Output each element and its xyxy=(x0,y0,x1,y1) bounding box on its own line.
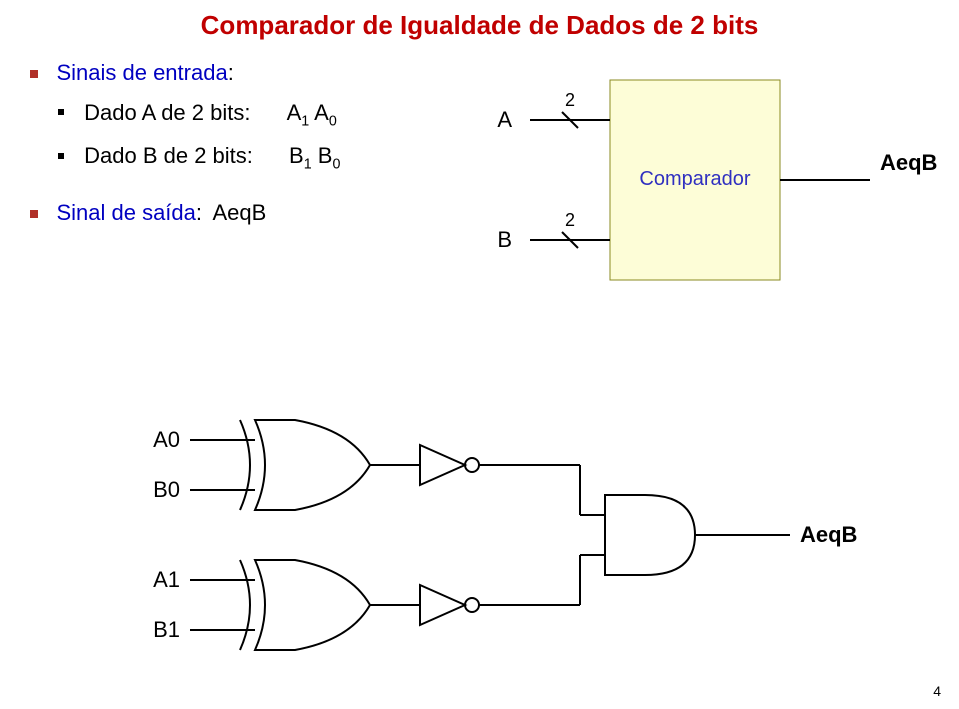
output-aeqb-label: AeqB xyxy=(880,150,937,175)
signal-label-a1: A1 xyxy=(153,567,180,592)
gate-circuit-svg: A0 B0 A1 B1 AeqB xyxy=(120,400,870,680)
xor-gate-icon xyxy=(255,420,370,510)
xor-gate-icon xyxy=(255,560,370,650)
inputs-paragraph: Sinais de entrada: Dado A de 2 bits: A1 … xyxy=(30,60,369,173)
inputs-heading: Sinais de entrada: xyxy=(30,60,369,86)
gate-circuit: A0 B0 A1 B1 AeqB xyxy=(120,400,870,680)
xor-backarc-icon xyxy=(240,420,250,510)
dado-a-line: Dado A de 2 bits: A1 A0 xyxy=(58,100,369,129)
dado-b-line: Dado B de 2 bits: B1 B0 xyxy=(58,143,369,172)
comparator-box-label: Comparador xyxy=(639,168,751,190)
signal-label-b0: B0 xyxy=(153,477,180,502)
dado-a-value: A1 A0 xyxy=(287,100,367,129)
output-heading: Sinal de saída: AeqB xyxy=(30,200,266,226)
block-diagram: Comparador 2 A 2 B AeqB xyxy=(450,60,950,300)
input-a-label: A xyxy=(497,107,512,132)
bullet-icon xyxy=(30,210,38,218)
output-heading-label: Sinal de saída xyxy=(56,200,195,225)
xor-backarc-icon xyxy=(240,560,250,650)
output-paragraph: Sinal de saída: AeqB xyxy=(30,200,266,226)
input-b-label: B xyxy=(497,227,512,252)
colon: : xyxy=(228,60,234,85)
page-number: 4 xyxy=(933,683,941,699)
page-title: Comparador de Igualdade de Dados de 2 bi… xyxy=(0,10,959,41)
bullet-icon xyxy=(58,153,64,159)
signal-label-aeqb: AeqB xyxy=(800,522,857,547)
colon: : xyxy=(196,200,202,225)
bullet-icon xyxy=(30,70,38,78)
inputs-heading-label: Sinais de entrada xyxy=(56,60,227,85)
and-gate-icon xyxy=(605,495,695,575)
signal-label-b1: B1 xyxy=(153,617,180,642)
bullet-icon xyxy=(58,109,64,115)
signal-label-a0: A0 xyxy=(153,427,180,452)
block-diagram-svg: Comparador 2 A 2 B AeqB xyxy=(450,60,950,300)
output-value: AeqB xyxy=(212,200,266,225)
bus-width-b: 2 xyxy=(565,210,575,230)
dado-b-value: B1 B0 xyxy=(289,143,369,172)
not-gate-icon xyxy=(420,445,465,485)
dado-a-label: Dado A de 2 bits: xyxy=(84,100,250,125)
not-gate-icon xyxy=(420,585,465,625)
dado-b-label: Dado B de 2 bits: xyxy=(84,143,253,168)
bus-width-a: 2 xyxy=(565,90,575,110)
